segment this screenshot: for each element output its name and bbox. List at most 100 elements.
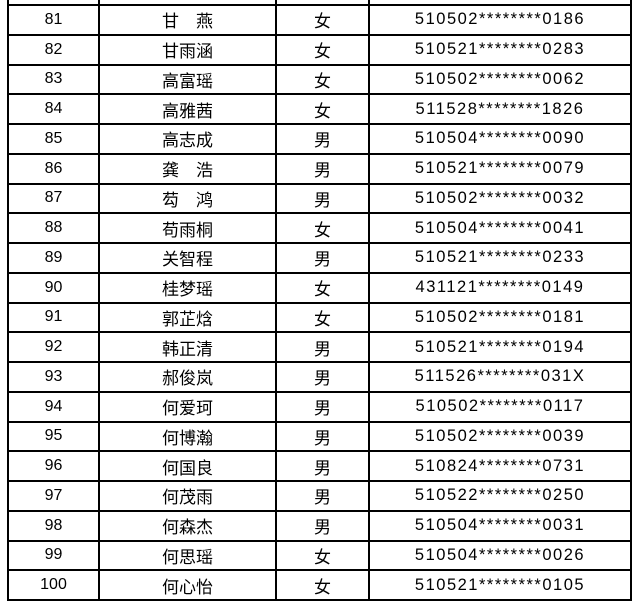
table-row: 82 甘雨涵女 510521********0283 [7, 33, 632, 66]
name-cell: 何国良 [98, 450, 277, 482]
table-row: 100 何心怡女 510521********0105 [7, 569, 632, 601]
table-row: 83 高富瑶女 510502********0062 [7, 63, 632, 96]
table-row: 84 高雅茜女 511528********1826 [7, 93, 632, 125]
table-row: 89 关智程男 510521********0233 [7, 242, 632, 274]
name-cell [98, 0, 277, 6]
name-cell: 龚 浩 [98, 152, 277, 185]
row-index-cell: 89 [7, 242, 100, 274]
id-number-cell: 510504********0041 [368, 212, 632, 244]
row-index-cell: 84 [7, 93, 100, 125]
name-cell: 芶 鸿 [98, 182, 277, 215]
name-cell: 何茂雨 [98, 480, 277, 512]
row-index-cell: 92 [7, 331, 100, 363]
row-index-cell: 94 [7, 390, 100, 423]
table-body: 81 甘 燕女 510502********0186 82 甘雨涵女 510521****… [7, 0, 632, 601]
table-row: 85 高志成男 510504********0090 [7, 123, 632, 155]
name-cell: 何森杰 [98, 509, 277, 542]
row-index-cell: 86 [7, 152, 100, 185]
gender-cell: 男 [275, 420, 370, 453]
name-cell: 郝俊岚 [98, 361, 277, 393]
id-number-cell: 510824********0731 [368, 450, 632, 482]
id-number-cell: 510502********0062 [368, 63, 632, 96]
name-cell: 关智程 [98, 242, 277, 274]
row-index-cell: 95 [7, 420, 100, 453]
row-index-cell: 99 [7, 539, 100, 572]
gender-cell: 男 [275, 361, 370, 393]
gender-cell [275, 0, 370, 6]
row-index-cell: 100 [7, 569, 100, 601]
row-index-cell: 97 [7, 480, 100, 512]
table-row: 90 桂梦瑶女 431121********0149 [7, 271, 632, 304]
id-number-cell: 510504********0026 [368, 539, 632, 572]
row-index-cell: 88 [7, 212, 100, 244]
table-row: 96 何国良男 510824********0731 [7, 450, 632, 482]
row-index-cell: 85 [7, 123, 100, 155]
name-cell: 韩正清 [98, 331, 277, 363]
id-number-cell: 511528********1826 [368, 93, 632, 125]
id-number-cell: 431121********0149 [368, 271, 632, 304]
gender-cell: 男 [275, 182, 370, 215]
name-cell: 甘雨涵 [98, 33, 277, 66]
gender-cell: 女 [275, 33, 370, 66]
gender-cell: 女 [275, 569, 370, 601]
gender-cell: 男 [275, 390, 370, 423]
name-cell: 何思瑶 [98, 539, 277, 572]
table-row: 86 龚 浩男 510521********0079 [7, 152, 632, 185]
name-cell: 何博瀚 [98, 420, 277, 453]
id-number-cell: 510522********0250 [368, 480, 632, 512]
gender-cell: 男 [275, 123, 370, 155]
gender-cell: 男 [275, 509, 370, 542]
table-row: 93 郝俊岚男 511526********031X [7, 361, 632, 393]
id-number-cell: 511526********031X [368, 361, 632, 393]
row-index-cell: 81 [7, 4, 100, 36]
id-number-cell [368, 0, 632, 6]
gender-cell: 男 [275, 152, 370, 185]
id-number-cell: 510521********0283 [368, 33, 632, 66]
gender-cell: 女 [275, 539, 370, 572]
table-row: 88 苟雨桐女 510504********0041 [7, 212, 632, 244]
name-cell: 桂梦瑶 [98, 271, 277, 304]
id-number-cell: 510502********0181 [368, 301, 632, 334]
name-cell: 何心怡 [98, 569, 277, 601]
id-number-cell: 510502********0117 [368, 390, 632, 423]
table-row: 94 何爱珂男 510502********0117 [7, 390, 632, 423]
id-number-cell: 510502********0039 [368, 420, 632, 453]
row-index-cell [7, 0, 100, 6]
name-cell: 高富瑶 [98, 63, 277, 96]
row-index-cell: 82 [7, 33, 100, 66]
row-index-cell: 90 [7, 271, 100, 304]
name-roster-table: 81 甘 燕女 510502********0186 82 甘雨涵女 510521****… [7, 0, 632, 601]
id-number-cell: 510521********0194 [368, 331, 632, 363]
row-index-cell: 98 [7, 509, 100, 542]
id-number-cell: 510521********0233 [368, 242, 632, 274]
row-index-cell: 91 [7, 301, 100, 334]
id-number-cell: 510504********0090 [368, 123, 632, 155]
id-number-cell: 510521********0079 [368, 152, 632, 185]
name-cell: 高雅茜 [98, 93, 277, 125]
gender-cell: 男 [275, 450, 370, 482]
table-row: 91 郭芷焓女 510502********0181 [7, 301, 632, 334]
id-number-cell: 510502********0186 [368, 4, 632, 36]
name-cell: 郭芷焓 [98, 301, 277, 334]
id-number-cell: 510502********0032 [368, 182, 632, 215]
gender-cell: 女 [275, 4, 370, 36]
gender-cell: 女 [275, 63, 370, 96]
table-row: 98 何森杰男 510504********0031 [7, 509, 632, 542]
name-cell: 苟雨桐 [98, 212, 277, 244]
name-cell: 甘 燕 [98, 4, 277, 36]
gender-cell: 男 [275, 331, 370, 363]
id-number-cell: 510521********0105 [368, 569, 632, 601]
row-index-cell: 87 [7, 182, 100, 215]
gender-cell: 男 [275, 242, 370, 274]
row-index-cell: 83 [7, 63, 100, 96]
name-cell: 何爱珂 [98, 390, 277, 423]
gender-cell: 女 [275, 93, 370, 125]
name-cell: 高志成 [98, 123, 277, 155]
table-row: 99 何思瑶女 510504********0026 [7, 539, 632, 572]
gender-cell: 女 [275, 212, 370, 244]
gender-cell: 女 [275, 271, 370, 304]
partial-row-cut-off [7, 0, 632, 6]
table-row: 81 甘 燕女 510502********0186 [7, 4, 632, 36]
id-number-cell: 510504********0031 [368, 509, 632, 542]
